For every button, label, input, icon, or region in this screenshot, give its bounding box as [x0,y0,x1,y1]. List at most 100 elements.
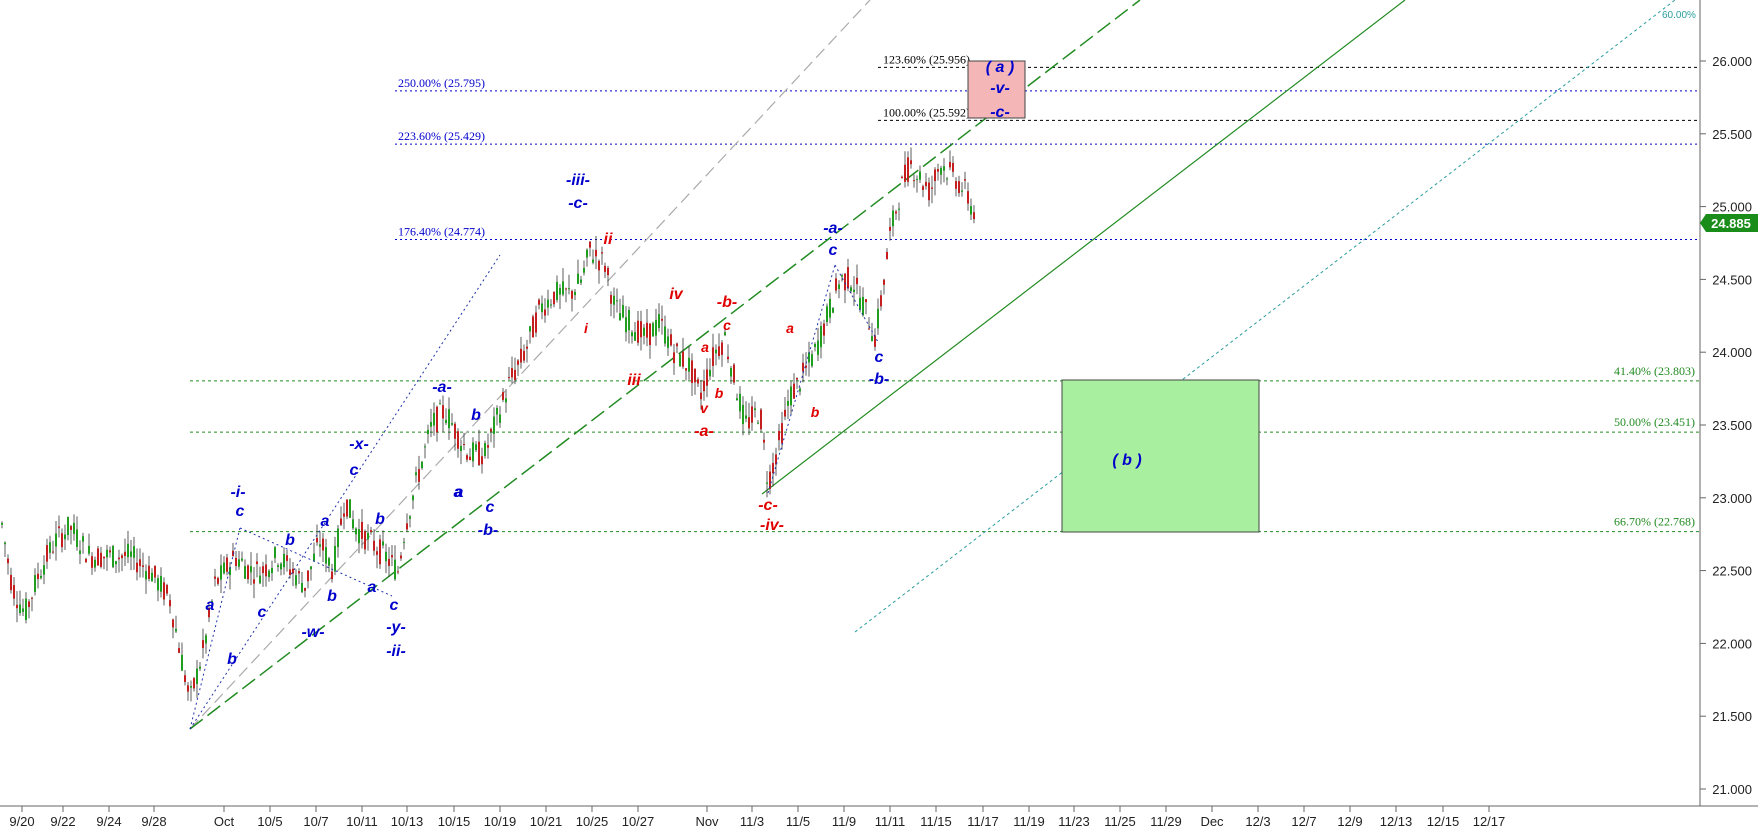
candle-body [325,547,327,564]
x-tick-label: 11/9 [832,814,856,829]
candle-body [223,562,225,574]
candle-body [418,469,420,482]
candle-body [403,541,405,543]
wave-label-blue: c [350,462,359,479]
x-tick-label: 12/17 [1473,814,1506,829]
y-tick-label: 23.500 [1712,418,1752,433]
candle-body [742,404,744,425]
fib-label: 66.70% (22.768) [1614,515,1695,529]
candle-body [388,558,390,566]
x-tick-label: 9/22 [50,814,75,829]
candle-body [967,191,969,204]
candle-body [490,428,492,432]
candle-body [526,346,528,349]
candle-body [154,565,156,578]
candle-body [409,516,411,519]
candle-body [367,532,369,540]
x-tick-label: 10/7 [303,814,328,829]
candle-body [913,180,915,182]
target-zones: ( a ) ( b ) [967,59,1260,533]
candle-body [562,281,564,295]
wave-label-blue: a [206,597,215,614]
wave-labels: -i-cabc-w-baba-x-cbac-y--ii--a-bac-b--ii… [206,80,1010,668]
x-tick-label: 12/3 [1245,814,1270,829]
wave-label-red: -iv- [760,517,784,534]
candle-body [640,321,642,338]
candle-body [346,499,348,517]
candle-body [724,332,726,336]
candle-body [634,332,636,341]
candle-body [592,259,594,263]
x-tick-label: 11/3 [740,814,764,829]
candle-body [475,444,477,450]
candle-body [955,181,957,189]
fib-label: 100.00% (25.592) [883,105,970,119]
wave-label-blue: c [258,604,267,621]
candle-body [406,523,408,530]
candle-body [439,403,441,405]
candle-body [793,383,795,399]
x-tick-label: 11/15 [920,814,952,829]
wave-label-blue: c [875,349,884,366]
candle-body [295,575,297,586]
candle-body [25,598,27,621]
candle-body [493,416,495,434]
candle-body [730,368,732,377]
candle-body [727,356,729,360]
candle-body [463,443,465,445]
candle-body [292,568,294,574]
candle-body [754,408,756,411]
candle-body [538,299,540,305]
candle-body [532,316,534,338]
candle-body [610,295,612,304]
candle-body [589,241,591,248]
candle-body [301,583,303,593]
candle-body [130,551,132,557]
candle-body [4,542,6,545]
candle-body [268,570,270,577]
candle-body [226,557,228,572]
candle-body [481,456,483,465]
candle-body [13,585,15,599]
wave-label-blue: c [829,242,838,259]
candle-body [796,377,798,380]
candle-body [40,575,42,579]
candle-body [829,298,831,318]
candle-body [961,190,963,192]
candle-body [586,249,588,258]
wave-label-blue: c [390,597,399,614]
candle-body [247,565,249,580]
candle-body [61,533,63,548]
x-tick-label: 10/27 [622,814,655,829]
candle-body [535,312,537,333]
candle-body [958,181,960,193]
trend-channels [189,0,1676,730]
candle-body [934,169,936,182]
candle-body [37,573,39,579]
zone-b-box [1061,379,1260,533]
candle-body [1,522,3,525]
candle-body [904,164,906,182]
candle-body [874,335,876,347]
candle-body [736,398,738,401]
candle-body [256,561,258,565]
candle-body [430,422,432,427]
candle-body [28,601,30,608]
candle-body [805,365,807,368]
candle-body [718,346,720,356]
wave-label-blue: c [236,503,245,520]
candle-body [49,542,51,553]
candle-body [844,273,846,291]
candle-body [67,516,69,535]
x-tick-label: 10/19 [484,814,517,829]
wave-label-red: ii [604,231,613,248]
candle-body [82,536,84,542]
zone-a-box [967,60,1026,119]
candle-body [202,640,204,649]
wave-label-red: b [811,404,820,420]
candle-body [508,377,510,379]
candle-body [172,619,174,628]
fib-levels: 123.60% (25.956) 250.00% (25.795) 100.00% … [190,52,1700,533]
candle-body [235,557,237,567]
